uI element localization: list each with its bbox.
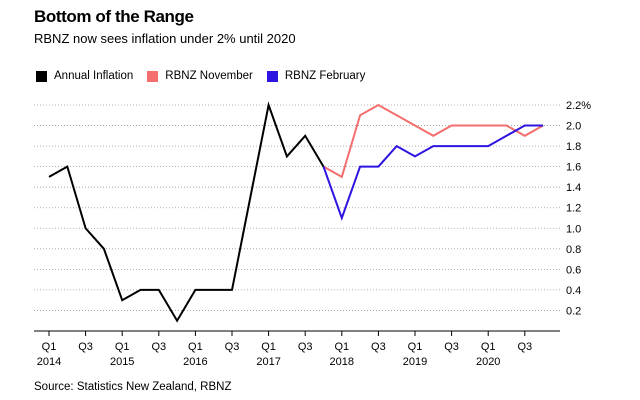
x-tick-label-2016-q3: Q3 [225, 341, 240, 353]
x-tick-label-2020-q1: Q1 [481, 341, 496, 353]
legend-swatch-rbnz-february [266, 70, 278, 82]
y-tick-label-0-4: 0.4 [566, 285, 581, 297]
legend-item-rbnz-february: RBNZ February [266, 70, 366, 82]
y-tick-label-1-0: 1.0 [566, 223, 581, 235]
x-year-label-2020: 2020 [476, 356, 500, 368]
chart-title: Bottom of the Range [34, 7, 194, 26]
series-lines [48, 101, 544, 323]
x-tick-label-2018-q3: Q3 [371, 341, 386, 353]
series-line-rbnz-february [322, 124, 544, 221]
y-tick-label-1-4: 1.4 [566, 182, 581, 194]
x-tick-label-2014-q3: Q3 [78, 341, 93, 353]
y-axis: 0.2 0.4 0.6 0.8 1.0 1.2 1.4 1.6 1.8 2.0 2.2% [566, 100, 591, 317]
legend-label-annual-inflation: Annual Inflation [54, 70, 134, 82]
x-tick-label-2017-q3: Q3 [298, 341, 313, 353]
series-line-rbnz-november [323, 103, 544, 179]
y-tick-label-1-6: 1.6 [566, 162, 581, 174]
x-year-label-2019: 2019 [403, 356, 427, 368]
x-tick-label-2020-q3: Q3 [517, 341, 532, 353]
x-tick-label-2018-q1: Q1 [334, 341, 349, 353]
series-line-annual-inflation [48, 101, 325, 323]
x-tick-label-2019-q1: Q1 [408, 341, 423, 353]
chart-legend: Annual Inflation RBNZ November RBNZ Febr… [36, 69, 365, 83]
legend-item-rbnz-november: RBNZ November [147, 70, 253, 82]
y-tick-label-1-8: 1.8 [566, 141, 581, 153]
x-year-label-2015: 2015 [110, 356, 134, 368]
legend-swatch-rbnz-november [147, 70, 159, 82]
x-tick-label-2019-q3: Q3 [444, 341, 459, 353]
source-note: Source: Statistics New Zealand, RBNZ [34, 381, 232, 393]
x-year-label-2016: 2016 [183, 356, 207, 368]
legend-label-rbnz-november: RBNZ November [165, 70, 253, 82]
x-year-label-2014: 2014 [37, 356, 61, 368]
y-tick-label-0-2: 0.2 [566, 305, 581, 317]
x-tick-label-2015-q1: Q1 [115, 341, 130, 353]
x-tick-label-2014-q1: Q1 [42, 341, 57, 353]
gridlines [34, 104, 560, 311]
y-tick-label-2-0: 2.0 [566, 121, 581, 133]
legend-swatch-annual-inflation [36, 70, 47, 82]
x-year-label-2018: 2018 [330, 356, 354, 368]
y-tick-label-0-8: 0.8 [566, 244, 581, 256]
y-tick-label-1-2: 1.2 [566, 203, 581, 215]
x-tick-label-2015-q3: Q3 [151, 341, 166, 353]
legend-item-annual-inflation: Annual Inflation [36, 70, 133, 82]
y-tick-label-0-6: 0.6 [566, 264, 581, 276]
x-year-label-2017: 2017 [256, 356, 280, 368]
chart-subtitle: RBNZ now sees inflation under 2% until 2… [34, 31, 296, 46]
x-axis: Q1 2014 Q3 Q1 2015 Q3 Q1 2016 Q3 Q1 2017 Q3 Q1 2018 Q3… [34, 330, 560, 368]
x-tick-label-2016-q1: Q1 [188, 341, 203, 353]
legend-label-rbnz-february: RBNZ February [284, 70, 366, 82]
x-tick-label-2017-q1: Q1 [261, 341, 276, 353]
y-tick-label-2-2: 2.2% [566, 100, 591, 112]
